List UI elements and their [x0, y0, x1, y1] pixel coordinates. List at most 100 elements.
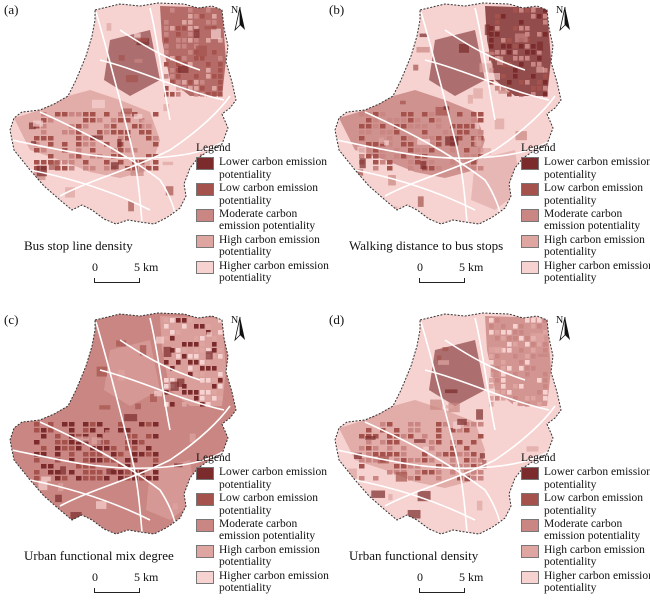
legend-label: High carbon emission potentiality [219, 543, 320, 569]
legend-title: Legend [196, 142, 231, 154]
legend-swatch [196, 570, 214, 584]
legend-swatch [521, 519, 539, 533]
north-arrow-icon: N [228, 3, 248, 33]
scale-zero: 0 [417, 260, 423, 274]
legend-label: Low carbon emission potentiality [219, 182, 319, 207]
legend-swatch [196, 544, 214, 558]
legend-item: Moderate carbon emission potentiality [521, 208, 650, 233]
legend-item: High carbon emission potentiality [196, 544, 331, 569]
north-arrow-icon: N [553, 313, 573, 343]
map-legend: Legend Lower carbon emission potentialit… [521, 452, 650, 595]
legend-label: Higher carbon emission potentiality [219, 569, 329, 595]
north-label: N [556, 5, 563, 16]
legend-swatch [521, 467, 539, 481]
map-panel-b: (b) N Legend Lower carbon emission poten… [325, 0, 650, 297]
legend-label: Low carbon emission potentiality [544, 492, 644, 517]
map-legend: Legend Lower carbon emission potentialit… [196, 142, 331, 285]
district-map [334, 2, 562, 225]
legend-title: Legend [521, 142, 556, 154]
legend-label: Moderate carbon emission potentiality [544, 208, 641, 233]
legend-item: High carbon emission potentiality [196, 234, 331, 259]
legend-swatch [196, 183, 214, 197]
legend-title: Legend [521, 452, 556, 464]
panel-label: (c) [4, 312, 19, 327]
legend-item: Moderate carbon emission potentiality [196, 208, 331, 233]
legend-item: Low carbon emission potentiality [521, 182, 650, 207]
north-label: N [231, 315, 238, 326]
scale-distance: 5 km [134, 260, 159, 274]
legend-label: Moderate carbon emission potentiality [544, 518, 641, 543]
legend-swatch [196, 209, 214, 223]
map-caption: Urban functional density [349, 548, 479, 563]
north-label: N [556, 315, 563, 326]
map-panel-d: (d) N Legend Lower carbon emission poten… [325, 310, 650, 607]
legend-item: Lower carbon emission potentiality [196, 466, 331, 491]
legend-item: Moderate carbon emission potentiality [521, 518, 650, 543]
legend-label: Moderate carbon emission potentiality [219, 518, 316, 543]
north-arrow-icon: N [553, 3, 573, 33]
map-legend: Legend Lower carbon emission potentialit… [196, 452, 331, 595]
legend-label: Low carbon emission potentiality [219, 492, 319, 517]
north-label: N [231, 5, 238, 16]
legend-item: Low carbon emission potentiality [521, 492, 650, 517]
legend-label: Lower carbon emission potentiality [219, 156, 327, 181]
map-caption: Bus stop line density [24, 238, 133, 253]
legend-swatch [521, 157, 539, 171]
legend-label: High carbon emission potentiality [219, 233, 320, 259]
legend-item: Higher carbon emission potentiality [196, 260, 331, 285]
legend-swatch [196, 157, 214, 171]
legend-label: Higher carbon emission potentiality [219, 259, 329, 285]
panel-label: (d) [329, 312, 345, 327]
legend-item: Lower carbon emission potentiality [521, 156, 650, 181]
panel-label: (b) [329, 2, 345, 17]
legend-label: Moderate carbon emission potentiality [219, 208, 316, 233]
legend-item: High carbon emission potentiality [521, 544, 650, 569]
scale-zero: 0 [92, 260, 98, 274]
north-arrow-icon: N [228, 313, 248, 343]
legend-label: Low carbon emission potentiality [544, 182, 644, 207]
map-caption: Walking distance to bus stops [349, 238, 504, 253]
legend-swatch [521, 209, 539, 223]
legend-item: Higher carbon emission potentiality [196, 570, 331, 595]
map-panel-c: (c) N Legend Lower carbon emission poten… [0, 310, 329, 607]
legend-item: Higher carbon emission potentiality [521, 570, 650, 595]
legend-swatch [196, 467, 214, 481]
panel-label: (a) [4, 2, 19, 17]
scale-distance: 5 km [459, 570, 484, 584]
legend-swatch [521, 234, 539, 248]
legend-item: Moderate carbon emission potentiality [196, 518, 331, 543]
legend-item: Low carbon emission potentiality [196, 182, 331, 207]
legend-item: Lower carbon emission potentiality [196, 156, 331, 181]
legend-item: High carbon emission potentiality [521, 234, 650, 259]
legend-label: Higher carbon emission potentiality [544, 259, 650, 285]
legend-swatch [196, 519, 214, 533]
legend-item: Lower carbon emission potentiality [521, 466, 650, 491]
scale-distance: 5 km [134, 570, 159, 584]
legend-title: Legend [196, 452, 231, 464]
map-panel-a: (a) N Legend Lower carbon emission poten… [0, 0, 329, 297]
map-legend: Legend Lower carbon emission potentialit… [521, 142, 650, 285]
legend-item: Low carbon emission potentiality [196, 492, 331, 517]
legend-swatch [521, 544, 539, 558]
legend-label: Lower carbon emission potentiality [544, 156, 650, 181]
legend-swatch [521, 183, 539, 197]
map-caption: Urban functional mix degree [24, 548, 174, 563]
legend-swatch [196, 260, 214, 274]
legend-label: Lower carbon emission potentiality [544, 466, 650, 491]
legend-item: Higher carbon emission potentiality [521, 260, 650, 285]
legend-swatch [196, 493, 214, 507]
legend-label: High carbon emission potentiality [544, 543, 645, 569]
legend-label: Lower carbon emission potentiality [219, 466, 327, 491]
legend-swatch [521, 570, 539, 584]
legend-label: High carbon emission potentiality [544, 233, 645, 259]
legend-swatch [521, 493, 539, 507]
scale-zero: 0 [417, 570, 423, 584]
district-map [9, 312, 237, 535]
legend-swatch [196, 234, 214, 248]
legend-label: Higher carbon emission potentiality [544, 569, 650, 595]
legend-swatch [521, 260, 539, 274]
scale-distance: 5 km [459, 260, 484, 274]
district-map [334, 312, 562, 535]
scale-zero: 0 [92, 570, 98, 584]
district-map [9, 2, 237, 225]
